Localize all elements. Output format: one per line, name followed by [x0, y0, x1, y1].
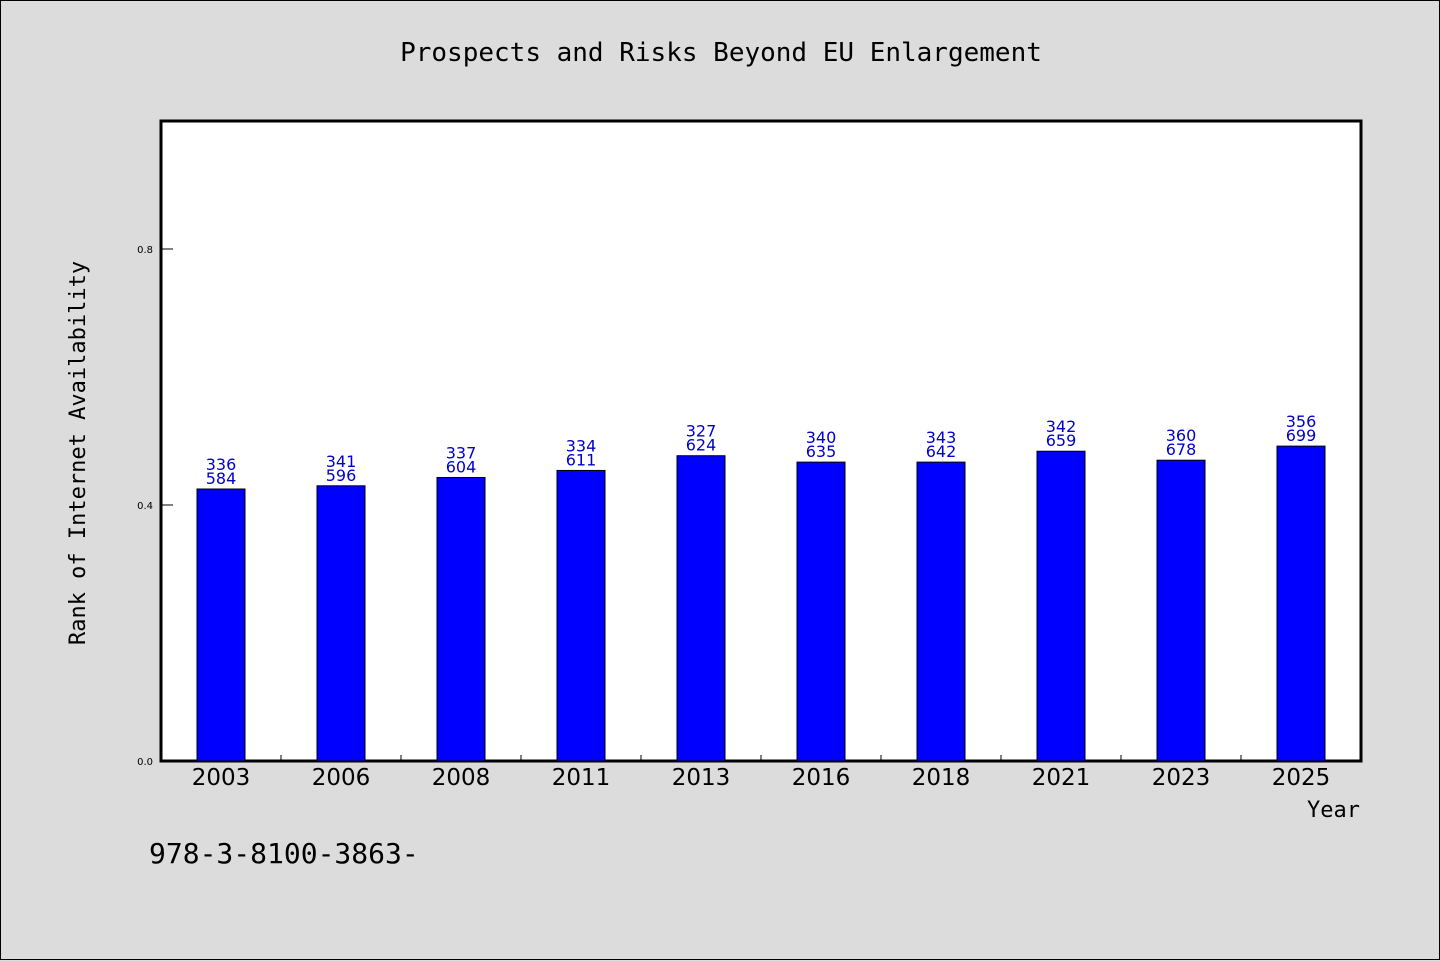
x-tick-label: 2006 [312, 765, 371, 791]
y-tick-label: 0.8 [137, 245, 153, 256]
x-tick-label: 2003 [192, 765, 251, 791]
x-tick-label: 2025 [1272, 765, 1331, 791]
data-label-top: 343 [926, 428, 957, 447]
data-label-bottom: 584 [206, 469, 237, 488]
data-label-bottom: 604 [446, 457, 477, 476]
bar-2025 [1276, 445, 1326, 762]
bar-2011 [556, 469, 606, 762]
x-tick-label: 2011 [552, 765, 611, 791]
data-label-bottom: 624 [686, 436, 717, 455]
bars [196, 445, 1326, 762]
bar-2023 [1156, 459, 1206, 762]
bar-2013 [676, 455, 726, 762]
bar-2021 [1036, 450, 1086, 762]
data-label-bottom: 659 [1046, 431, 1077, 450]
x-axis-label: Year [1307, 798, 1360, 823]
y-tick-label: 0.4 [137, 501, 153, 512]
x-tick-label: 2008 [432, 765, 491, 791]
data-label-top: 356 [1286, 412, 1317, 431]
data-label-top: 341 [326, 452, 357, 471]
footer-isbn: 978-3-8100-3863- [149, 837, 419, 870]
bar-2016 [796, 461, 846, 762]
chart-title: Prospects and Risks Beyond EU Enlargemen… [400, 38, 1042, 68]
x-tick-label: 2023 [1152, 765, 1211, 791]
data-label-bottom: 611 [566, 450, 597, 469]
bar-2003 [196, 488, 246, 762]
y-tick-label: 0.0 [137, 757, 153, 768]
data-label-top: 342 [1046, 417, 1077, 436]
x-tick-label: 2018 [912, 765, 971, 791]
data-label-bottom: 642 [926, 442, 957, 461]
data-label-top: 334 [566, 436, 597, 455]
data-label-top: 360 [1166, 426, 1197, 445]
bar-2018 [916, 461, 966, 762]
data-label-top: 336 [206, 455, 237, 474]
data-label-bottom: 596 [326, 466, 357, 485]
bar-2008 [436, 476, 486, 762]
x-axis: 2003 2006 2008 2011 2013 2016 2018 2021 2023 2025 [192, 755, 1331, 791]
data-label-top: 337 [446, 443, 477, 462]
data-label-bottom: 635 [806, 442, 837, 461]
x-tick-label: 2013 [672, 765, 731, 791]
x-tick-label: 2016 [792, 765, 851, 791]
x-tick-label: 2021 [1032, 765, 1091, 791]
data-label-top: 340 [806, 428, 837, 447]
y-axis-label: Rank of Internet Availability [66, 261, 91, 645]
bar-2006 [316, 485, 366, 762]
data-label-bottom: 699 [1286, 426, 1317, 445]
data-label-bottom: 678 [1166, 440, 1197, 459]
y-axis: 0.0 0.4 0.8 [137, 245, 173, 768]
data-label-top: 327 [686, 422, 717, 441]
